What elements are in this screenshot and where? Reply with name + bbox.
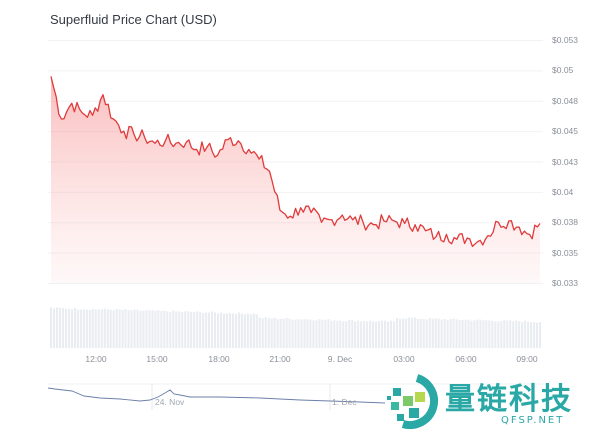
x-tick-label: 03:00 <box>393 354 415 364</box>
x-tick-label: 12:00 <box>85 354 107 364</box>
watermark-logo: 量链科技 QFSP.NET <box>383 370 603 433</box>
y-tick-label: $0.053 <box>552 35 578 45</box>
y-tick-label: $0.033 <box>552 278 578 288</box>
x-tick-label: 15:00 <box>146 354 168 364</box>
x-tick-label: 21:00 <box>269 354 291 364</box>
price-line <box>50 76 541 248</box>
y-tick-label: $0.05 <box>552 65 574 76</box>
y-tick-label: $0.035 <box>552 247 578 258</box>
y-tick-label: $0.048 <box>552 95 578 106</box>
watermark-text: 量链科技 <box>445 382 573 417</box>
watermark-subtext: QFSP.NET <box>501 415 565 426</box>
volume-bars <box>50 307 542 348</box>
navigator-label-24-nov: 24. Nov <box>155 397 185 407</box>
navigator-line <box>47 387 386 404</box>
x-tick-label: 9. Dec <box>327 354 353 364</box>
logo-icon <box>387 374 439 430</box>
y-tick-label: $0.038 <box>552 217 578 228</box>
x-tick-label: 09:00 <box>516 354 538 364</box>
y-tick-label: $0.045 <box>552 126 578 137</box>
price-area <box>51 76 540 284</box>
chart-title: Superfluid Price Chart (USD) <box>50 12 217 27</box>
y-tick-label: $0.043 <box>552 156 578 167</box>
x-tick-label: 06:00 <box>455 354 477 364</box>
navigator-label-1-dec: 1. Dec <box>332 397 357 407</box>
y-tick-label: $0.04 <box>552 186 574 197</box>
x-tick-label: 18:00 <box>208 354 230 364</box>
gridlines <box>48 40 543 284</box>
